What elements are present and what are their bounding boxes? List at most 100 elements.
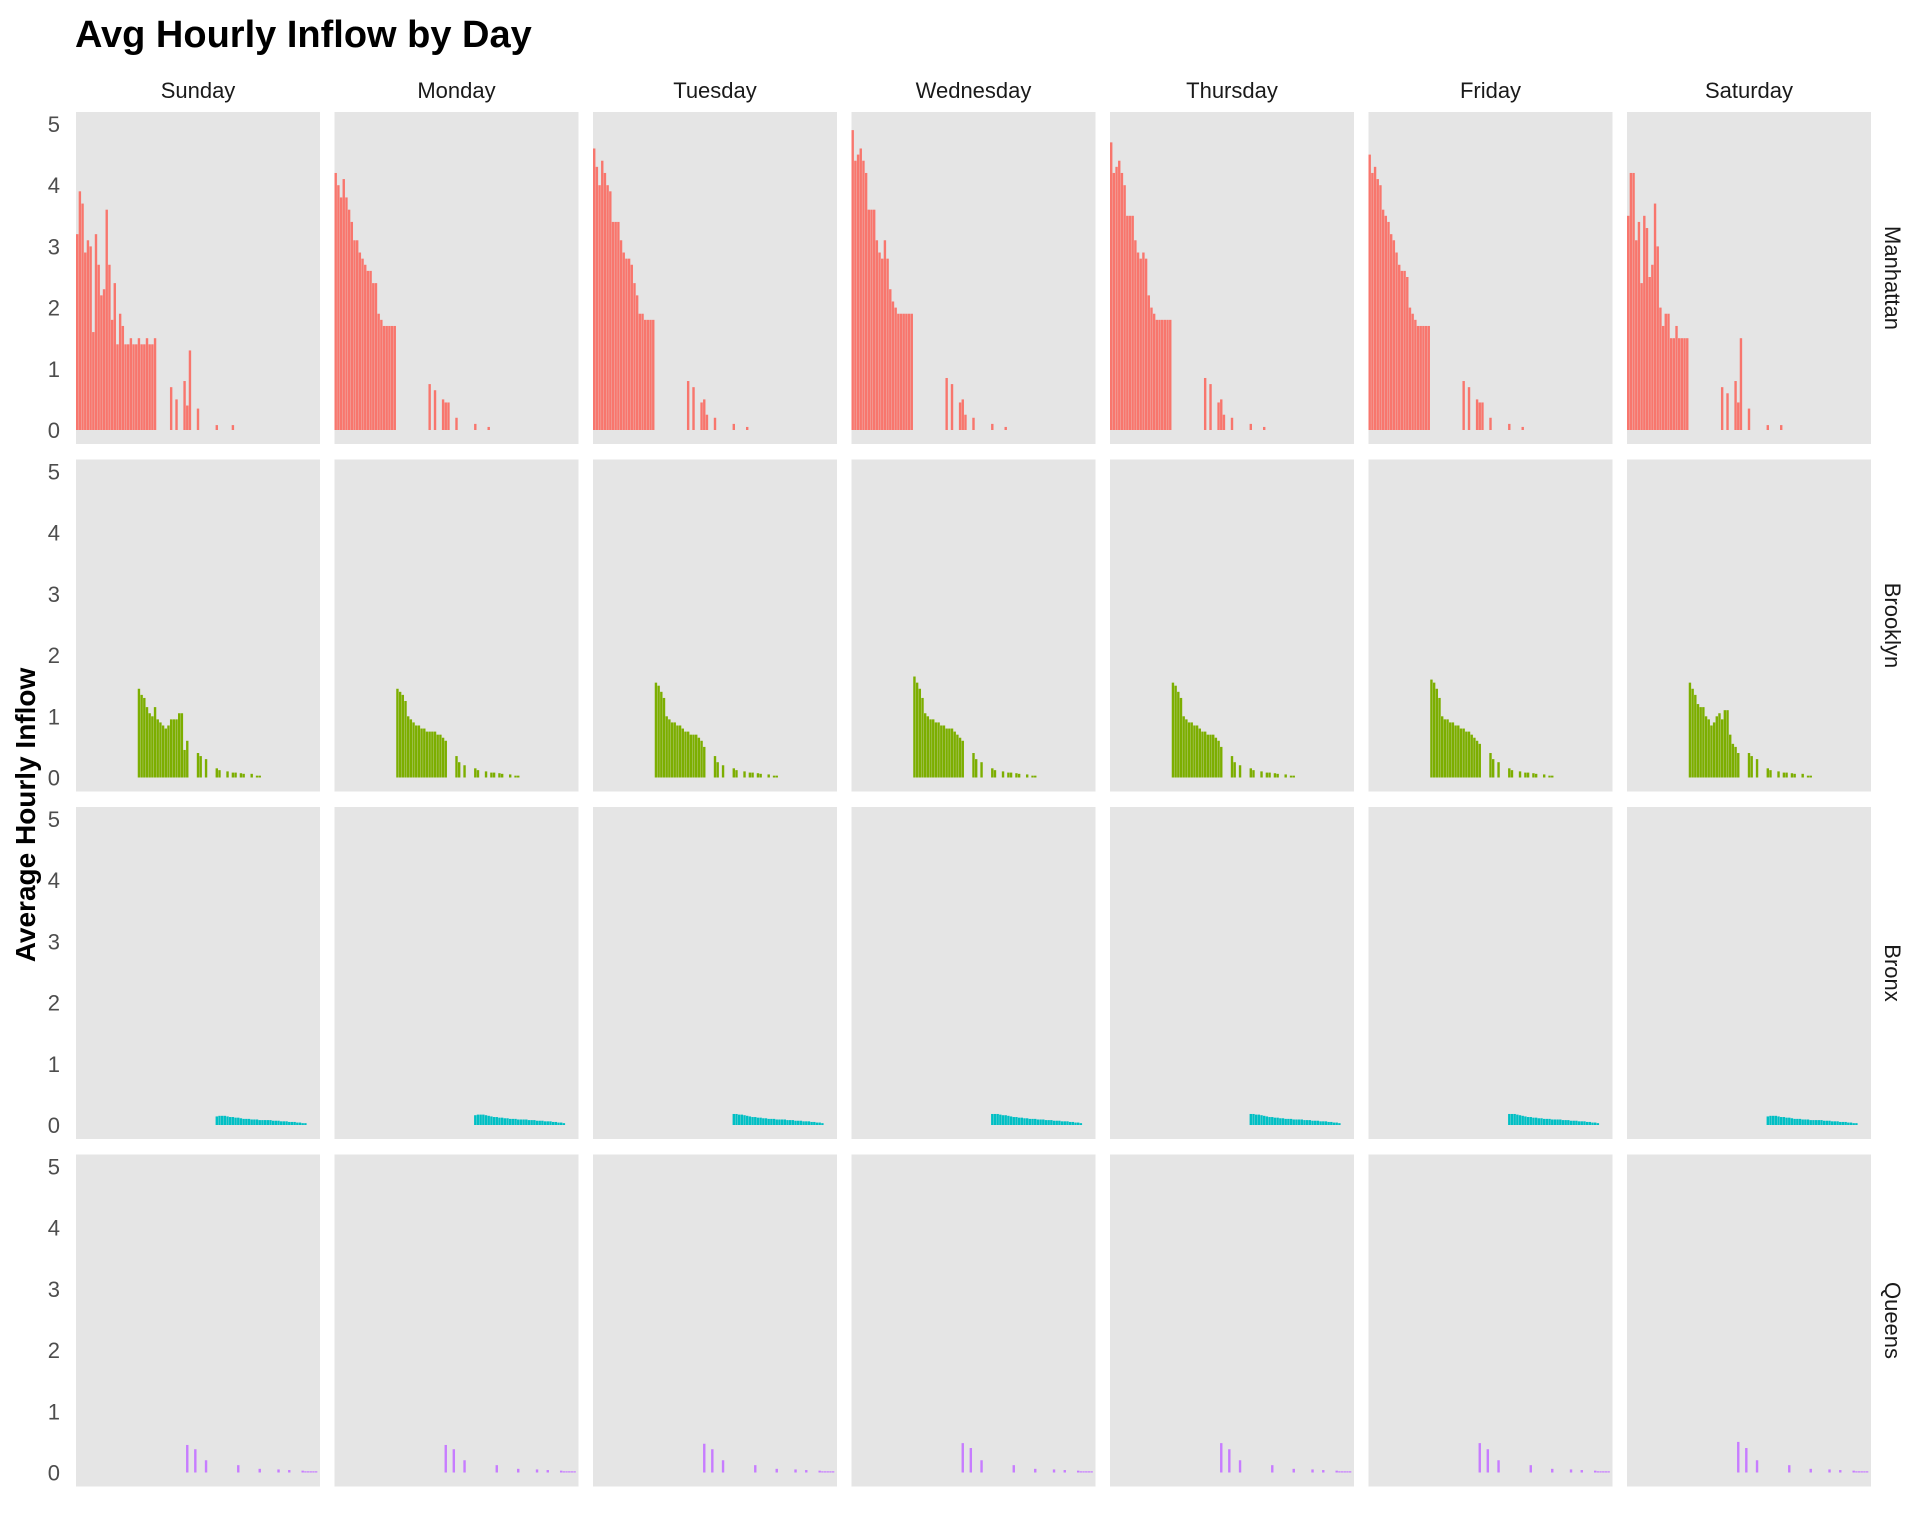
bar [1640,283,1643,430]
bar [1849,1122,1853,1125]
facet-panel [76,807,320,1139]
bar [1379,185,1382,430]
bar [108,264,111,430]
bar [1486,1449,1490,1473]
bar [253,1119,256,1125]
bar [649,319,652,430]
bar [237,1117,240,1125]
bar [199,756,202,778]
bar [530,1120,533,1125]
bar [1841,1121,1845,1125]
facet-panel [76,1154,320,1487]
bar [759,1117,762,1125]
bar [1766,1116,1769,1125]
bar [396,688,399,778]
bar [1217,740,1220,778]
bar [1542,774,1546,778]
bar [788,1120,792,1125]
bar [1174,685,1177,778]
bar [1058,1120,1061,1125]
bar [433,390,437,430]
facet-panel [851,1154,1096,1487]
facet-panel [1110,807,1354,1139]
bar [390,325,394,430]
bar [1343,1471,1346,1473]
bar [899,313,903,430]
y-tick-label: 5 [48,807,60,832]
bar [1368,154,1371,430]
bar [1551,1468,1554,1473]
bar [1177,691,1180,778]
bar [546,1121,549,1125]
bar [1532,1117,1535,1125]
bar [961,740,964,778]
bar [1031,1118,1034,1125]
bar [870,209,873,430]
bar [1007,1115,1010,1125]
bar [1284,1118,1287,1125]
bar [732,768,735,778]
y-tick-label: 1 [48,357,60,382]
bar [673,722,676,778]
bar [956,734,959,778]
bar [686,381,690,430]
bar [1475,740,1479,778]
bar [964,414,967,430]
bar [644,319,647,430]
bar [153,338,157,430]
bar [775,1119,778,1125]
bar [646,319,650,430]
bar [1424,325,1428,430]
bar [573,1471,576,1473]
bar [1047,1120,1050,1125]
facet-panel [334,807,579,1139]
facet-column-label: Monday [417,78,495,103]
bar [1222,414,1226,430]
bar [611,221,615,430]
bar [1718,713,1721,778]
bar [1292,775,1295,778]
bar [137,338,141,430]
bar [148,344,151,430]
bar [980,762,983,778]
bar [482,1114,485,1125]
bar [543,1121,547,1125]
bar [369,270,372,430]
bar [1273,1117,1277,1125]
bar [223,1115,227,1125]
bar [1467,731,1471,778]
bar [775,775,778,778]
bar [444,740,447,778]
bar [1142,252,1145,430]
bar [1790,773,1794,778]
bar [1664,313,1667,430]
bar [380,319,383,430]
bar [802,1121,805,1125]
bar [996,1113,999,1125]
facet-panel [1627,459,1871,792]
bar [140,344,143,430]
bar [1553,1119,1557,1125]
bar [1071,1121,1075,1125]
bar [902,313,905,430]
bar [1737,402,1740,430]
bar [1785,772,1788,778]
bar [1766,768,1769,778]
bar [186,1444,189,1473]
bar [622,252,625,430]
bar [1510,770,1514,778]
bar [1297,1119,1301,1125]
bar [732,423,735,430]
bar [293,1121,296,1125]
bar [1017,1117,1021,1125]
bar [355,240,359,430]
bar [1798,1118,1802,1125]
bar [1723,710,1727,778]
bar [743,1115,746,1125]
bar [1217,402,1220,430]
bar [1335,1470,1338,1473]
bar [961,1443,964,1473]
bar [1392,240,1396,430]
bar [1497,762,1500,778]
bar [1335,1122,1338,1125]
